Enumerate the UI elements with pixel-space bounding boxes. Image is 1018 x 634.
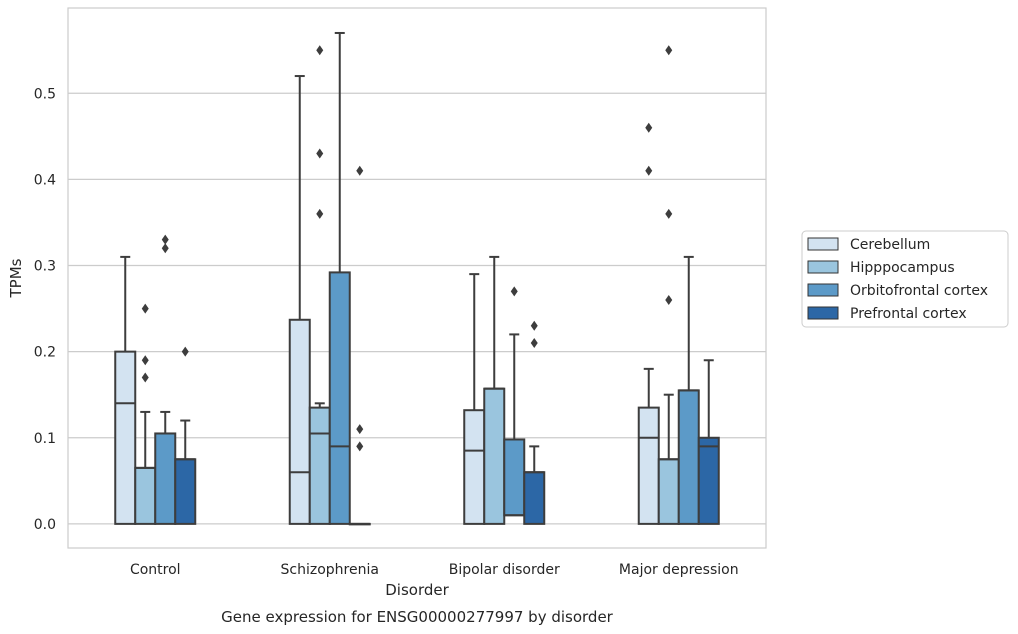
x-tick-label: Bipolar disorder <box>449 562 560 578</box>
box-body <box>134 466 157 525</box>
box-orbitofrontal-cortex <box>677 255 700 525</box>
box-hipppocampus <box>308 45 331 525</box>
box-body <box>657 458 680 525</box>
legend-label: Hipppocampus <box>850 260 955 276</box>
box-body <box>328 271 351 525</box>
box-orbitofrontal-cortex <box>154 234 177 525</box>
outlier-point <box>161 234 169 245</box>
outlier-point <box>356 441 364 452</box>
box-orbitofrontal-cortex <box>503 286 526 517</box>
box-body <box>463 409 486 525</box>
box-cerebellum <box>288 75 311 525</box>
outlier-point <box>316 45 324 56</box>
box-orbitofrontal-cortex <box>328 31 351 525</box>
chart-caption: Gene expression for ENSG00000277997 by d… <box>221 608 614 626</box>
box-prefrontal-cortex <box>174 346 197 525</box>
box-cerebellum <box>463 273 486 525</box>
legend-label: Orbitofrontal cortex <box>850 283 988 299</box>
y-axis-label: TPMs <box>7 258 25 298</box>
box-body <box>154 432 177 525</box>
legend: Cerebellum Hipppocampus Orbitofrontal cort… <box>801 230 1009 328</box>
x-tick-label: Schizophrenia <box>281 562 379 578</box>
boxes-layer <box>114 31 720 526</box>
x-axis-label: Disorder <box>385 581 449 599</box>
outlier-point <box>356 424 364 435</box>
x-tick-label: Major depression <box>619 562 739 578</box>
outlier-point <box>161 243 169 254</box>
box-body <box>637 406 660 525</box>
box-prefrontal-cortex <box>697 359 720 525</box>
box-body <box>288 318 311 525</box>
y-tick-label: 0.0 <box>34 517 56 533</box>
box-body <box>483 387 506 525</box>
box-hipppocampus <box>483 255 506 525</box>
box-prefrontal-cortex <box>523 320 546 525</box>
box-body <box>503 438 526 517</box>
outlier-point <box>316 148 324 159</box>
outlier-point <box>510 286 518 297</box>
outlier-point <box>530 338 538 349</box>
outlier-point <box>665 208 673 219</box>
box-body <box>308 406 331 525</box>
outlier-point <box>356 165 364 176</box>
outlier-point <box>141 355 149 366</box>
y-tick-labels: 0.0 0.1 0.2 0.3 0.4 0.5 <box>34 86 56 533</box>
outlier-point <box>181 346 189 357</box>
box-hipppocampus <box>134 303 157 525</box>
box-body <box>697 436 720 525</box>
box-cerebellum <box>637 122 660 525</box>
outlier-point <box>645 122 653 133</box>
box-body <box>523 471 546 525</box>
y-tick-label: 0.2 <box>34 345 56 361</box>
box-prefrontal-cortex <box>348 165 371 526</box>
y-tick-label: 0.1 <box>34 431 56 447</box>
y-tick-label: 0.3 <box>34 259 56 275</box>
outlier-point <box>645 165 653 176</box>
box-body <box>677 389 700 525</box>
legend-label: Cerebellum <box>850 237 930 253</box>
legend-swatch <box>807 283 839 297</box>
outlier-point <box>316 208 324 219</box>
box-body <box>174 458 197 525</box>
y-tick-label: 0.5 <box>34 86 56 102</box>
plot-frame <box>67 7 767 549</box>
x-tick-label: Control <box>130 562 181 578</box>
outlier-point <box>665 45 673 56</box>
x-tick-labels: Control Schizophrenia Bipolar disorder Majo… <box>130 562 739 578</box>
box-hipppocampus <box>657 45 680 525</box>
outlier-point <box>665 294 673 305</box>
box-body <box>114 350 137 525</box>
box-cerebellum <box>114 255 137 525</box>
y-tick-label: 0.4 <box>34 172 56 188</box>
legend-swatch <box>807 260 839 274</box>
legend-swatch <box>807 306 839 320</box>
outlier-point <box>141 372 149 383</box>
outlier-point <box>530 320 538 331</box>
legend-label: Prefrontal cortex <box>850 306 967 322</box>
legend-swatch <box>807 237 839 251</box>
legend-frame <box>801 230 1009 328</box>
outlier-point <box>141 303 149 314</box>
